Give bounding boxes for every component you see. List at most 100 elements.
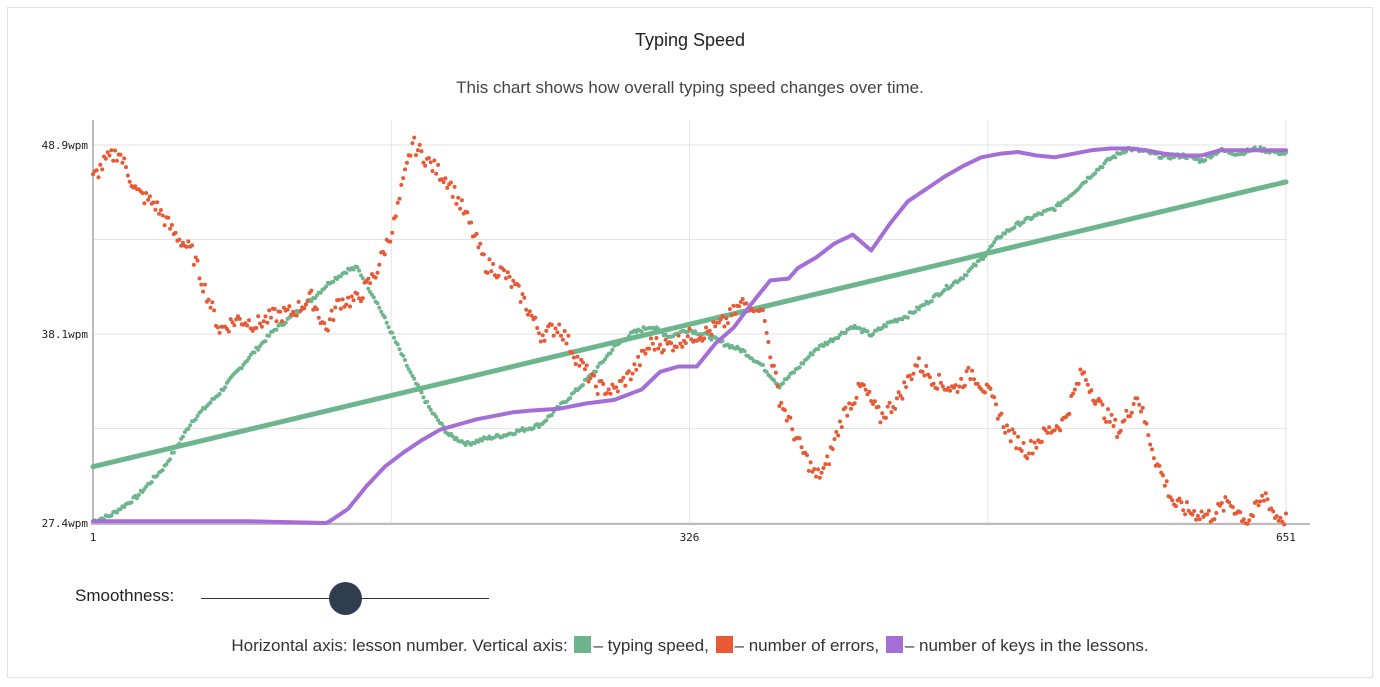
data-point-speed: [421, 395, 426, 400]
data-point-errors: [1219, 501, 1224, 505]
data-point-errors: [812, 467, 817, 471]
data-point-errors: [325, 328, 330, 333]
data-point-speed: [122, 505, 127, 510]
data-point-speed: [193, 417, 198, 422]
data-point-errors: [727, 307, 732, 312]
data-point-errors: [843, 405, 848, 410]
smoothness-slider-thumb[interactable]: [329, 582, 362, 615]
data-point-errors: [762, 319, 767, 323]
data-point-errors: [1284, 511, 1288, 516]
data-point-errors: [507, 274, 512, 279]
data-point-errors: [621, 375, 626, 380]
data-point-errors: [1140, 405, 1145, 410]
data-point-errors: [722, 324, 727, 329]
data-point-errors: [702, 336, 707, 341]
data-point-speed: [792, 370, 797, 375]
data-point-errors: [142, 201, 147, 206]
data-point-errors: [180, 240, 185, 245]
data-point-errors: [1256, 503, 1261, 508]
data-point-errors: [889, 410, 894, 415]
data-point-errors: [751, 309, 756, 314]
data-point-errors: [535, 326, 540, 330]
data-point-speed: [439, 421, 444, 426]
data-point-speed: [726, 342, 730, 347]
data-point-errors: [1278, 515, 1283, 520]
data-point-errors: [909, 377, 914, 382]
data-point-errors: [1144, 421, 1149, 426]
data-point-errors: [1170, 498, 1175, 503]
data-point-errors: [450, 194, 455, 199]
data-point-errors: [158, 208, 163, 212]
data-point-speed: [608, 351, 613, 356]
data-point-errors: [595, 392, 600, 396]
data-point-speed: [821, 344, 826, 348]
data-point-errors: [551, 333, 556, 338]
data-point-errors: [186, 239, 191, 244]
data-point-speed: [331, 279, 336, 284]
data-point-errors: [885, 404, 890, 409]
data-point-errors: [430, 169, 435, 173]
data-point-errors: [210, 300, 215, 305]
data-point-errors: [1135, 396, 1140, 401]
data-point-errors: [698, 335, 703, 340]
data-point-errors: [1010, 427, 1015, 432]
data-point-errors: [836, 433, 841, 438]
data-point-errors: [338, 306, 343, 311]
data-point-errors: [937, 372, 942, 377]
data-point-errors: [118, 152, 123, 157]
data-point-errors: [190, 243, 195, 248]
data-point-errors: [724, 316, 729, 321]
data-point-errors: [419, 149, 424, 154]
data-point-errors: [737, 304, 742, 309]
data-point-speed: [397, 347, 402, 352]
data-point-errors: [305, 298, 310, 303]
data-point-errors: [777, 404, 782, 408]
data-point-errors: [683, 341, 688, 346]
data-point-errors: [601, 382, 606, 386]
data-point-errors: [959, 376, 964, 381]
data-point-errors: [314, 307, 319, 312]
data-point-speed: [513, 431, 518, 436]
data-point-errors: [821, 466, 826, 470]
data-point-errors: [861, 383, 866, 388]
data-point-speed: [568, 396, 573, 400]
data-point-errors: [1039, 439, 1044, 444]
data-point-errors: [680, 344, 685, 349]
data-point-errors: [880, 411, 885, 416]
data-point-errors: [520, 292, 525, 297]
data-point-errors: [1205, 512, 1210, 517]
data-point-errors: [726, 321, 730, 326]
data-point-speed: [929, 299, 934, 304]
data-point-errors: [230, 320, 235, 325]
data-point-speed: [999, 234, 1004, 239]
data-point-errors: [847, 401, 852, 406]
data-point-errors: [522, 295, 527, 300]
data-point-errors: [160, 213, 165, 218]
data-point-errors: [1247, 518, 1252, 523]
data-point-errors: [390, 230, 395, 235]
data-point-errors: [553, 326, 558, 331]
data-point-errors: [529, 313, 534, 318]
data-point-errors: [487, 257, 492, 262]
data-point-errors: [1148, 442, 1153, 447]
data-point-errors: [588, 376, 593, 381]
data-point-errors: [940, 384, 945, 389]
data-point-errors: [839, 425, 844, 430]
data-point-errors: [401, 176, 406, 181]
data-point-errors: [459, 198, 464, 203]
data-point-errors: [549, 322, 554, 327]
data-point-speed: [1012, 225, 1017, 230]
data-point-errors: [147, 194, 152, 199]
data-point-errors: [920, 369, 925, 374]
data-point-errors: [1269, 506, 1274, 511]
data-point-errors: [443, 176, 448, 181]
data-point-speed: [961, 276, 965, 281]
data-point-errors: [340, 297, 345, 302]
data-point-errors: [907, 373, 912, 378]
data-point-speed: [836, 336, 841, 340]
data-point-errors: [436, 162, 441, 167]
data-point-errors: [360, 296, 365, 301]
data-point-speed: [916, 307, 921, 312]
data-point-speed: [816, 347, 820, 352]
data-point-errors: [927, 375, 932, 380]
